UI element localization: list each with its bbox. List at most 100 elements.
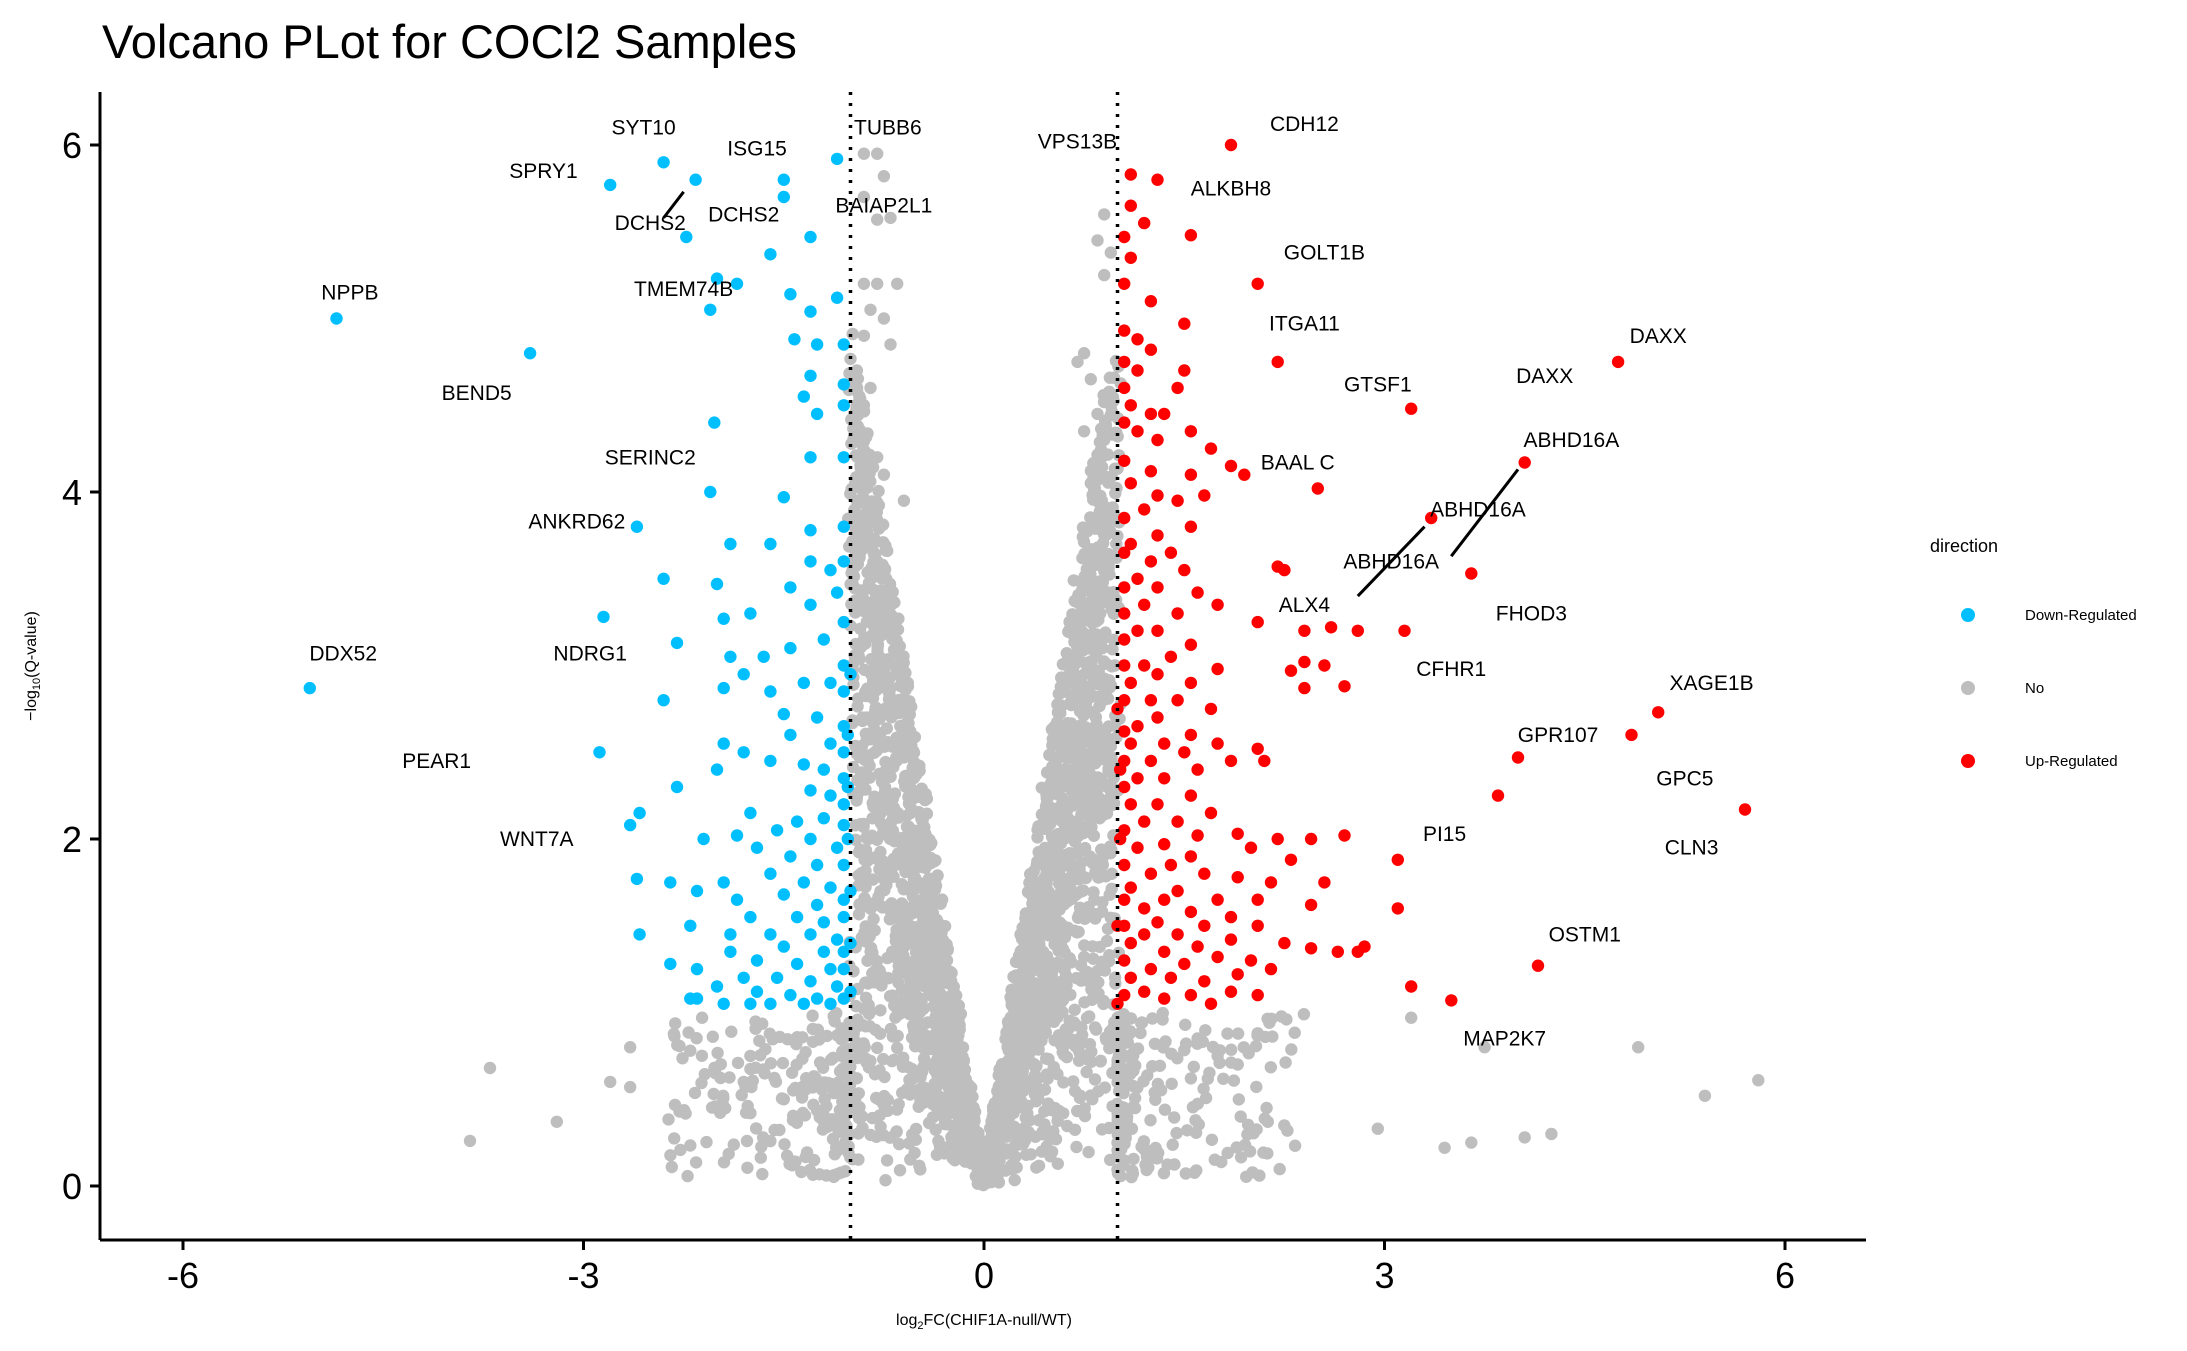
up-regulated-point bbox=[1138, 503, 1151, 516]
no-change-point bbox=[1042, 910, 1056, 924]
no-change-point bbox=[1168, 1158, 1181, 1171]
down-regulated-point bbox=[837, 962, 850, 976]
gene-label: CLN3 bbox=[1665, 837, 1719, 860]
up-regulated-point bbox=[1298, 681, 1311, 695]
no-change-point bbox=[1264, 1061, 1278, 1074]
gene-label: DAXX bbox=[1516, 365, 1573, 388]
down-regulated-point bbox=[744, 910, 757, 924]
no-change-point bbox=[1088, 1073, 1102, 1086]
up-regulated-point bbox=[1405, 402, 1418, 415]
no-change-point bbox=[884, 211, 897, 225]
up-regulated-point bbox=[1151, 433, 1164, 447]
no-change-point bbox=[1126, 1079, 1140, 1093]
no-change-point bbox=[1241, 1128, 1254, 1141]
up-regulated-point bbox=[1351, 624, 1365, 637]
no-change-point bbox=[1059, 820, 1073, 834]
axes: -6 -3 0 3 6 0 2 4 6 bbox=[62, 92, 1866, 1296]
no-change-point bbox=[1051, 1157, 1065, 1171]
no-change-point bbox=[1098, 208, 1111, 221]
no-change-point bbox=[938, 1117, 951, 1131]
no-change-point bbox=[903, 797, 916, 811]
no-change-point bbox=[1128, 1091, 1142, 1105]
down-regulated-point bbox=[724, 650, 737, 663]
no-change-point bbox=[893, 1164, 907, 1177]
up-regulated-point bbox=[1131, 425, 1144, 438]
up-regulated-point bbox=[1445, 994, 1458, 1007]
no-change-point bbox=[1074, 974, 1088, 987]
no-change-point bbox=[1225, 1043, 1238, 1056]
no-change-point bbox=[1698, 1089, 1712, 1103]
no-change-point bbox=[888, 787, 902, 800]
no-change-point bbox=[1231, 1058, 1244, 1071]
no-change-point bbox=[1084, 373, 1098, 386]
no-change-point bbox=[1068, 762, 1081, 776]
x-tick-label: 3 bbox=[1374, 1255, 1394, 1296]
no-change-point bbox=[1102, 395, 1116, 409]
no-change-point bbox=[1006, 1086, 1019, 1100]
gene-label: GTSF1 bbox=[1344, 373, 1412, 396]
no-change-point bbox=[864, 733, 877, 746]
no-change-point bbox=[1098, 268, 1111, 282]
no-change-point bbox=[1032, 988, 1045, 1001]
up-regulated-point bbox=[1184, 728, 1198, 742]
no-change-point bbox=[1087, 611, 1100, 624]
no-change-point bbox=[857, 329, 871, 342]
down-regulated-point bbox=[770, 971, 784, 984]
up-regulated-point bbox=[1611, 355, 1625, 369]
no-change-point bbox=[871, 213, 884, 226]
no-change-point bbox=[1288, 1026, 1301, 1039]
no-change-point bbox=[1093, 575, 1106, 588]
no-change-point bbox=[1083, 1010, 1096, 1023]
down-regulated-point bbox=[837, 798, 850, 811]
up-regulated-point bbox=[1271, 832, 1284, 846]
no-change-point bbox=[1010, 1161, 1023, 1174]
no-change-point bbox=[1082, 1145, 1095, 1159]
no-change-point bbox=[1107, 371, 1121, 384]
no-change-point bbox=[901, 680, 915, 693]
no-change-point bbox=[1032, 820, 1045, 833]
no-change-point bbox=[862, 711, 875, 724]
down-regulated-point bbox=[788, 333, 801, 346]
no-change-point bbox=[858, 891, 871, 905]
down-regulated-point bbox=[790, 815, 804, 828]
no-change-point bbox=[785, 1154, 798, 1168]
no-change-point bbox=[878, 801, 892, 814]
no-change-point bbox=[1056, 1005, 1069, 1019]
up-regulated-point bbox=[1264, 876, 1278, 889]
up-regulated-point bbox=[1204, 997, 1218, 1010]
no-change-point bbox=[919, 787, 932, 801]
no-change-point bbox=[714, 1058, 727, 1071]
no-change-point bbox=[1208, 1153, 1222, 1166]
down-regulated-point bbox=[704, 485, 717, 499]
up-regulated-point bbox=[1298, 655, 1311, 669]
no-change-point bbox=[673, 1039, 686, 1053]
no-change-point bbox=[1101, 596, 1114, 609]
no-change-point bbox=[839, 1064, 852, 1078]
no-change-point bbox=[872, 653, 886, 667]
no-change-point bbox=[1102, 765, 1116, 778]
no-change-point bbox=[754, 1151, 767, 1164]
down-regulated-point bbox=[810, 858, 824, 872]
up-regulated-point bbox=[1124, 676, 1138, 690]
no-change-point bbox=[877, 312, 891, 325]
y-axis-title: −log10(Q-value) bbox=[23, 611, 43, 721]
no-change-point bbox=[1097, 994, 1110, 1008]
up-regulated-point bbox=[1118, 858, 1131, 872]
no-change-point bbox=[1068, 1003, 1081, 1016]
down-regulated-point bbox=[837, 451, 850, 464]
no-change-point bbox=[932, 954, 946, 968]
down-regulated-point bbox=[817, 812, 830, 825]
no-change-point bbox=[700, 1135, 713, 1149]
no-change-point bbox=[1076, 827, 1090, 840]
no-change-point bbox=[850, 791, 863, 804]
no-change-point bbox=[624, 1080, 637, 1094]
down-regulated-point bbox=[630, 520, 644, 533]
no-change-point bbox=[873, 1109, 886, 1122]
no-change-point bbox=[799, 1150, 812, 1164]
down-regulated-point bbox=[777, 190, 790, 204]
no-change-point bbox=[886, 585, 899, 599]
gene-label: ABHD16A bbox=[1343, 550, 1439, 573]
up-regulated-point bbox=[1131, 572, 1144, 585]
no-change-point bbox=[904, 972, 917, 986]
no-change-point bbox=[882, 693, 896, 706]
